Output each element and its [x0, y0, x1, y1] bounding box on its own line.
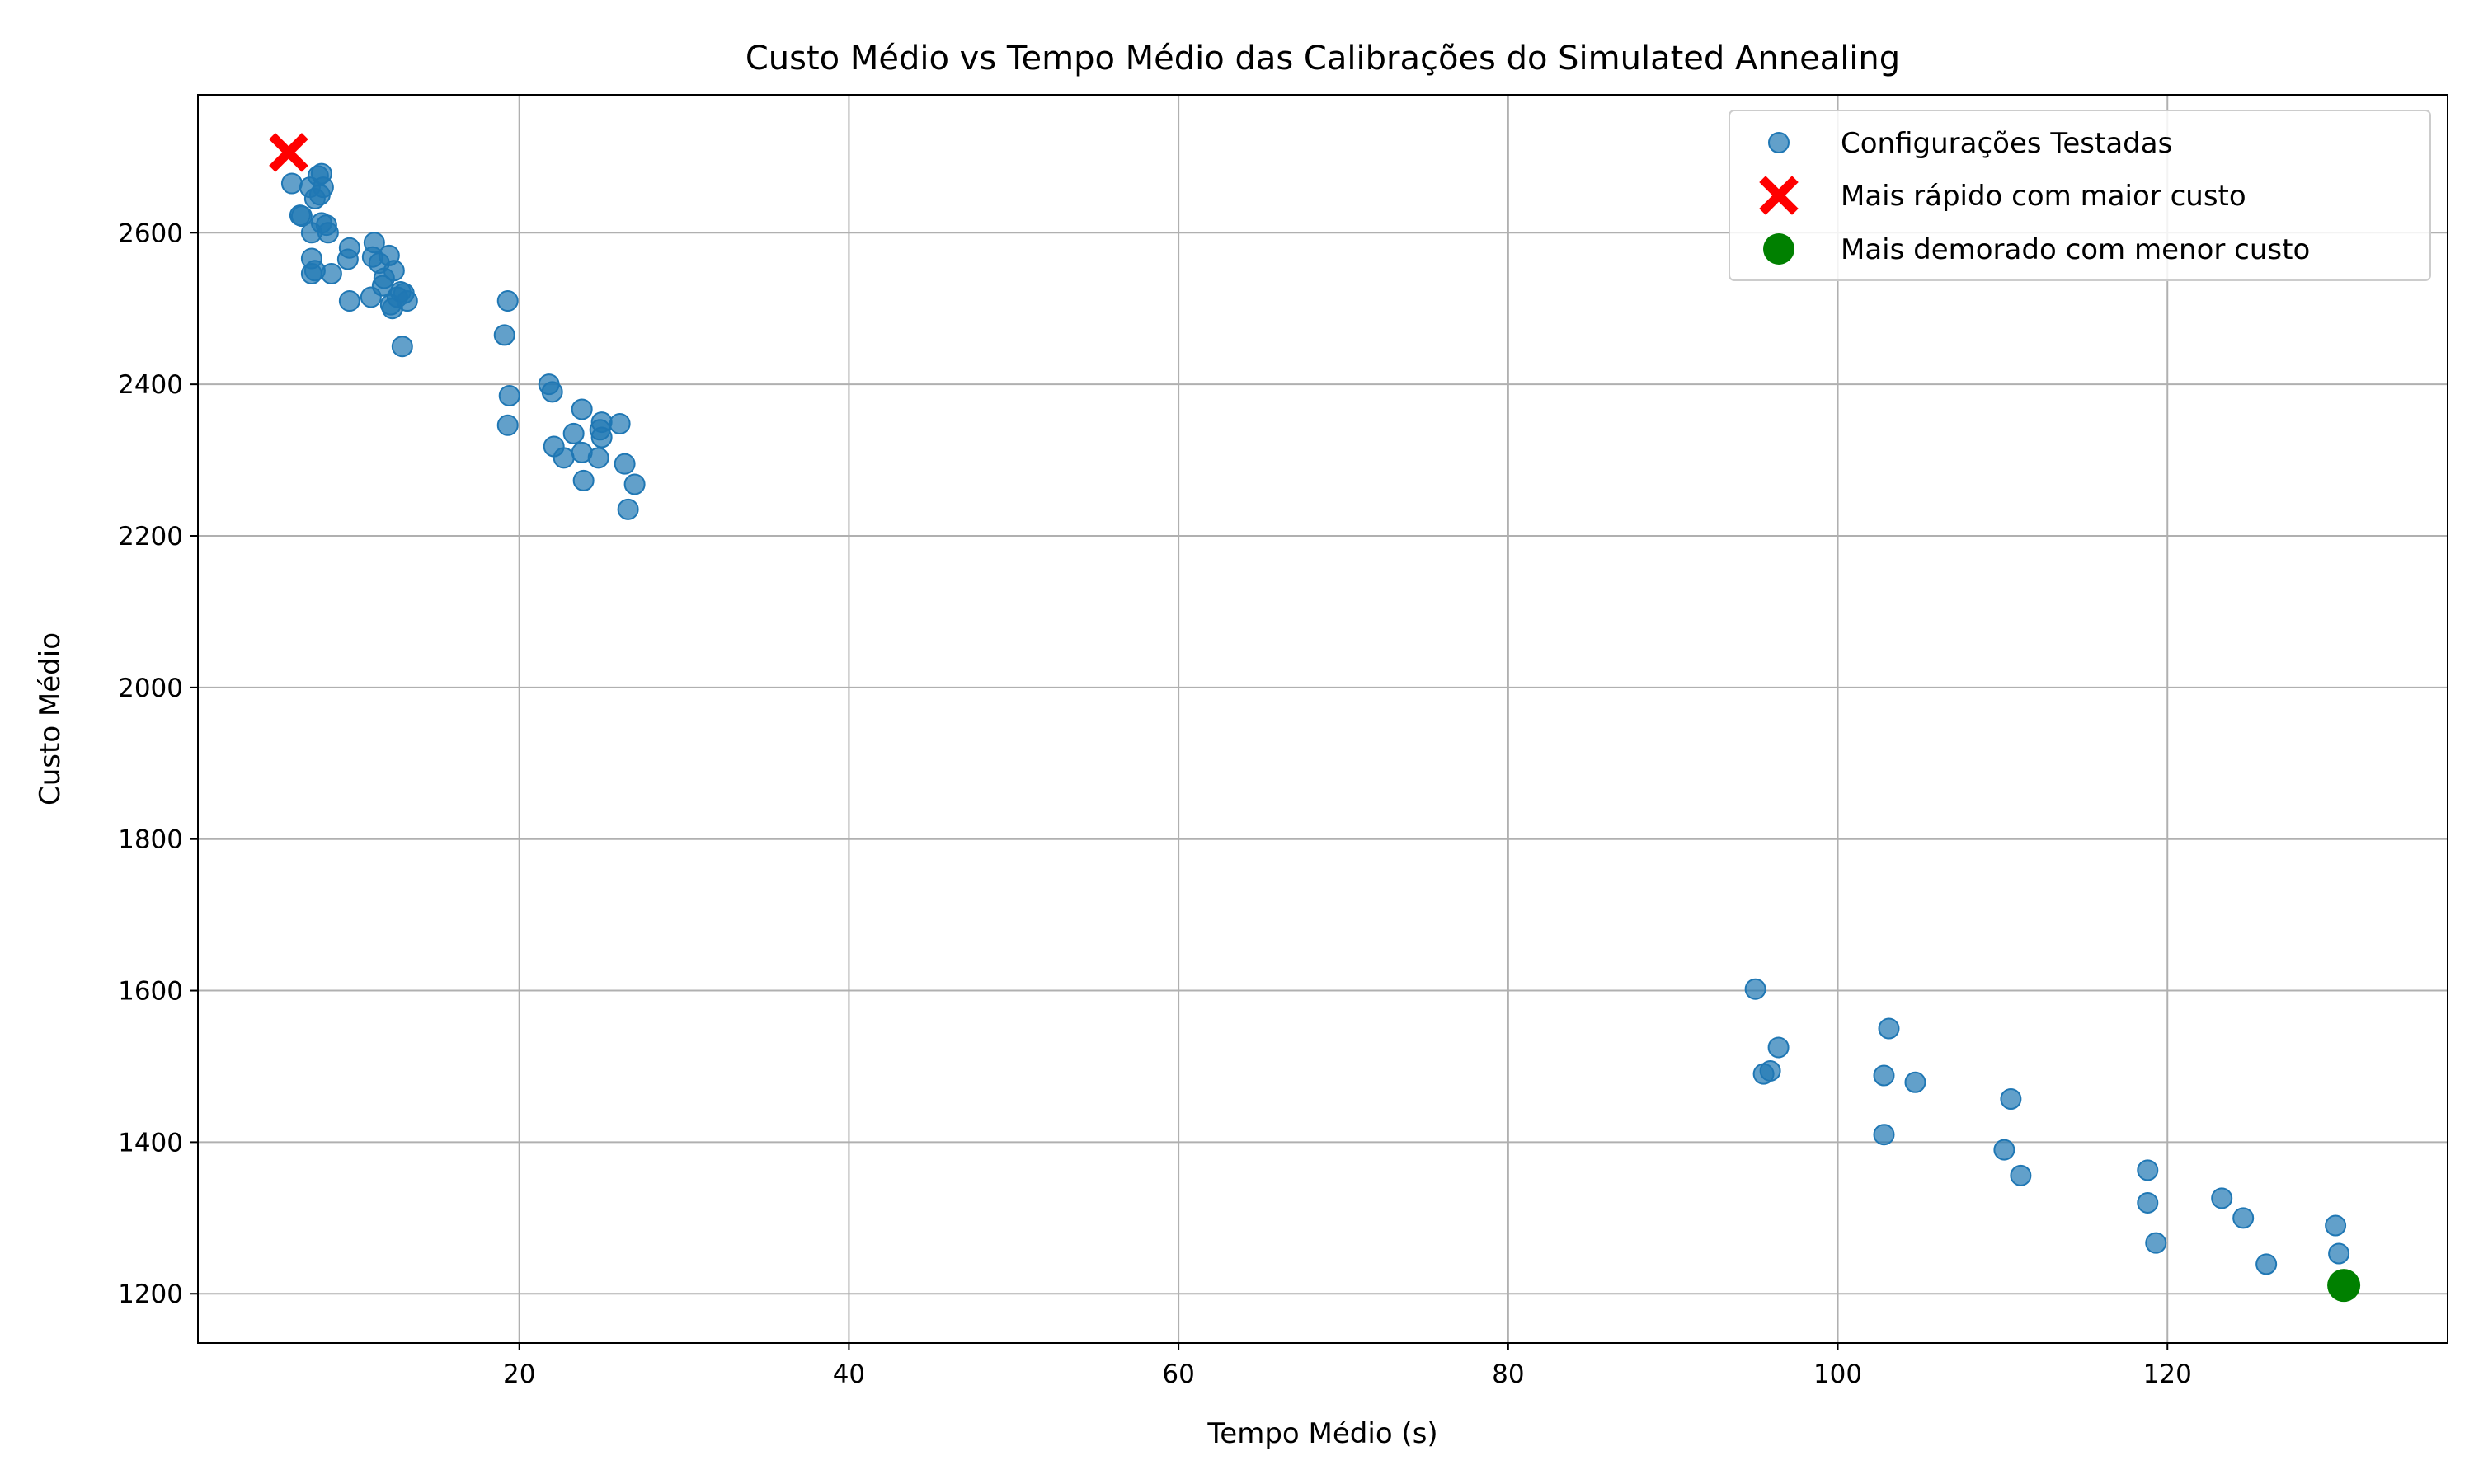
data-point [338, 290, 360, 312]
x-tick-label: 60 [1162, 1360, 1194, 1389]
data-point [609, 412, 631, 434]
legend: Configurações Testadas Mais rápido com m… [1729, 110, 2431, 281]
data-point [317, 222, 339, 244]
data-point [2325, 1214, 2347, 1237]
data-point [496, 414, 519, 436]
data-point [553, 447, 575, 469]
chart-title: Custo Médio vs Tempo Médio das Calibraçõ… [745, 40, 1900, 77]
data-point [496, 290, 519, 312]
data-point [1744, 978, 1766, 1000]
y-tick-label: 1600 [118, 977, 183, 1007]
data-point [396, 290, 418, 312]
data-point [336, 248, 359, 270]
grid [198, 95, 2448, 1343]
data-point [614, 453, 636, 475]
y-tick-label: 1200 [118, 1280, 183, 1309]
data-point [562, 422, 585, 444]
data-point [587, 447, 609, 469]
x-tick-label: 40 [833, 1360, 865, 1389]
data-point [2232, 1207, 2255, 1229]
fastest-point-marker [269, 133, 308, 172]
data-point [2000, 1088, 2022, 1111]
data-point [2137, 1159, 2159, 1181]
data-point [1873, 1064, 1895, 1087]
data-point [2145, 1232, 2167, 1254]
data-point [1904, 1071, 1926, 1093]
y-tick-label: 1800 [118, 825, 183, 855]
x-tick-label: 100 [1813, 1360, 1862, 1389]
legend-label-fastest: Mais rápido com maior custo [1841, 180, 2246, 213]
data-point [391, 336, 413, 358]
x-tick-label: 120 [2143, 1360, 2192, 1389]
data-point [541, 381, 563, 403]
data-point [303, 187, 326, 209]
data-point [320, 262, 342, 284]
legend-marker-best [1763, 233, 1794, 265]
y-tick-label: 1400 [118, 1128, 183, 1158]
legend-marker-tested [1768, 132, 1790, 153]
y-axis-label: Custo Médio [34, 632, 67, 805]
data-point [2010, 1164, 2032, 1186]
legend-label-best: Mais demorado com menor custo [1841, 233, 2310, 266]
data-point [572, 469, 595, 491]
y-tick-label: 2000 [118, 674, 183, 703]
data-point [2211, 1187, 2233, 1209]
data-points [269, 133, 2361, 1303]
data-point [498, 384, 520, 406]
legend-label-tested: Configurações Testadas [1841, 127, 2172, 160]
data-point [383, 260, 405, 282]
data-point [617, 498, 639, 520]
x-axis-label: Tempo Médio (s) [1206, 1417, 1437, 1450]
y-tick-label: 2600 [118, 218, 183, 248]
data-point [571, 398, 593, 420]
x-tick-label: 80 [1492, 1360, 1524, 1389]
y-tick-label: 2400 [118, 370, 183, 400]
axis-ticks: 20 40 60 80 100 120 1200 1400 1600 1800 2000 2200 24… [118, 218, 2192, 1389]
data-point [623, 473, 646, 495]
legend-box [1729, 110, 2431, 281]
data-point [289, 204, 311, 227]
data-point [1767, 1036, 1790, 1059]
data-point [2255, 1253, 2278, 1275]
y-tick-label: 2200 [118, 522, 183, 552]
data-point [1993, 1139, 2015, 1161]
legend-marker-fastest [1759, 176, 1799, 215]
data-point [2137, 1191, 2159, 1214]
data-point [280, 172, 303, 195]
data-point [493, 324, 515, 346]
plot-frame [197, 94, 2448, 1344]
data-point [2328, 1242, 2350, 1265]
data-point [1759, 1059, 1781, 1082]
x-tick-label: 20 [503, 1360, 535, 1389]
data-point [1873, 1124, 1895, 1146]
best-point-marker [2327, 1269, 2361, 1303]
data-point [590, 426, 613, 448]
data-point [1878, 1017, 1900, 1040]
